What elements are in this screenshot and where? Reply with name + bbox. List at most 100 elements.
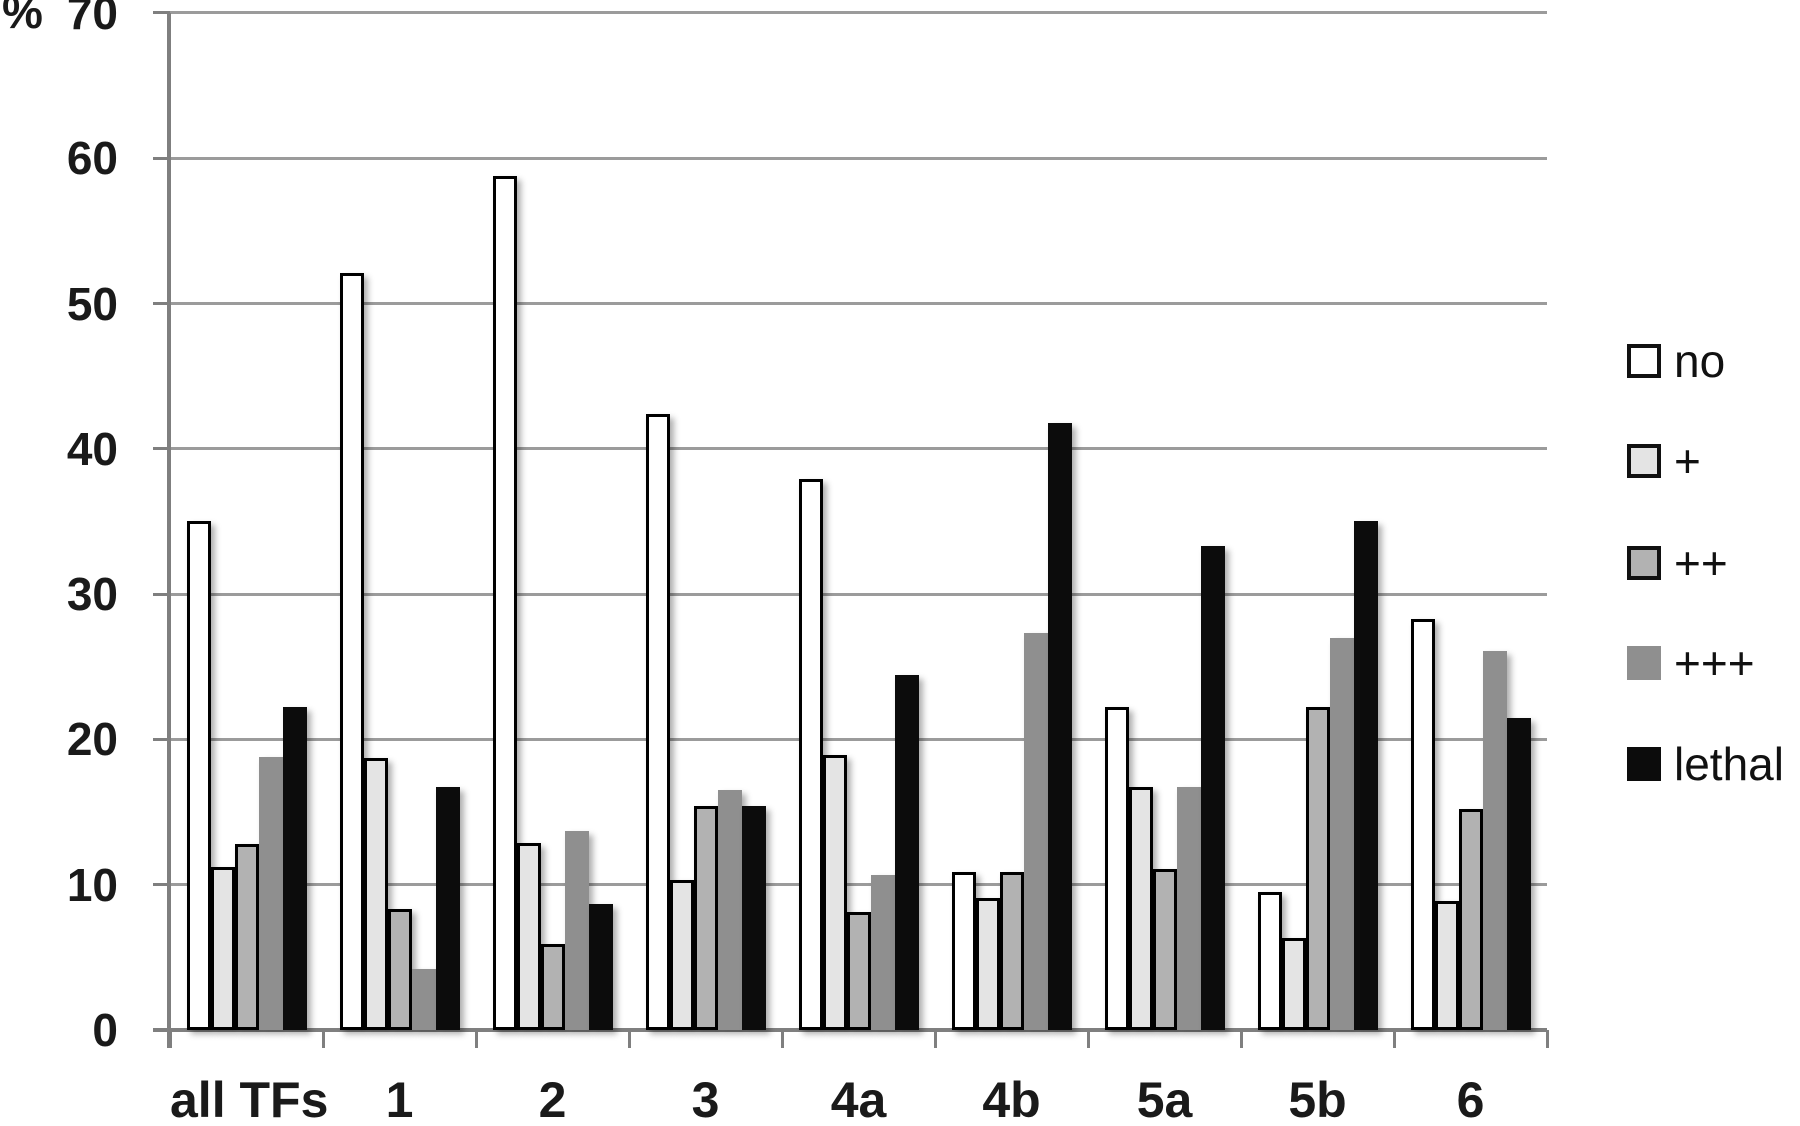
y-axis-tick [153, 156, 170, 160]
bar-no-5b [1257, 891, 1282, 1030]
bar-+-1 [363, 758, 388, 1030]
legend-label: + [1674, 435, 1701, 487]
legend-label: +++ [1674, 637, 1755, 689]
bar-+-3 [669, 880, 694, 1030]
bar-no-all TFs [186, 521, 211, 1030]
y-axis-line [167, 13, 171, 1048]
bar-+-2 [516, 842, 541, 1030]
bar-lethal-1 [435, 787, 460, 1030]
bar-++-5b [1305, 707, 1330, 1030]
gridline [170, 11, 1547, 15]
x-axis-line [153, 1028, 1547, 1032]
x-axis-label: 5a [1136, 1072, 1193, 1126]
gridline [170, 156, 1547, 160]
legend-swatch-++ [1627, 546, 1661, 580]
gridline [170, 447, 1547, 451]
legend-item-++: ++ [1627, 537, 1800, 589]
bar-lethal-5a [1200, 546, 1225, 1030]
x-axis-label: 6 [1456, 1072, 1485, 1126]
bar-++-4b [999, 871, 1024, 1030]
x-axis-label: 2 [538, 1072, 567, 1126]
gridline [170, 883, 1547, 887]
bar-lethal-2 [588, 903, 613, 1030]
x-axis-tick [1392, 1030, 1396, 1048]
bar-no-1 [339, 273, 364, 1030]
bar-no-5a [1104, 707, 1129, 1030]
bar-no-4b [951, 871, 976, 1030]
y-axis-unit-label: % [2, 0, 43, 38]
bar-no-2 [492, 175, 517, 1030]
x-axis-label: all TFs [170, 1072, 329, 1126]
legend-label: ++ [1674, 537, 1728, 589]
bar-++-5a [1152, 868, 1177, 1030]
bar-++-4a [846, 912, 871, 1030]
bar-++-1 [387, 909, 412, 1030]
x-axis-tick [780, 1030, 784, 1048]
bar-+++-5a [1176, 787, 1201, 1030]
x-axis-tick [321, 1030, 325, 1048]
legend-swatch-+++ [1627, 646, 1661, 680]
bar-no-4a [798, 479, 823, 1030]
bar-+++-4b [1023, 633, 1048, 1030]
bar-lethal-3 [741, 806, 766, 1030]
bar-+-5a [1128, 787, 1153, 1030]
bar-+++-1 [411, 968, 436, 1030]
y-axis-tick-label: 50 [66, 277, 118, 330]
bar-+-6 [1434, 900, 1459, 1030]
x-axis-label: 5b [1288, 1072, 1347, 1126]
y-axis-tick-label: 20 [66, 713, 118, 766]
legend-swatch-no [1627, 344, 1661, 378]
y-axis-tick [153, 883, 170, 887]
bar-+-5b [1281, 938, 1306, 1030]
y-axis-tick-label: 10 [66, 858, 118, 911]
bar-++-2 [540, 944, 565, 1030]
bar-no-6 [1410, 618, 1435, 1030]
bar-+++-5b [1329, 637, 1354, 1030]
bar-+++-all TFs [258, 756, 283, 1030]
bar-lethal-all TFs [282, 707, 307, 1030]
gridline [170, 302, 1547, 306]
bar-++-3 [693, 806, 718, 1030]
y-axis-tick-label: 40 [66, 422, 118, 475]
x-axis-tick [933, 1030, 937, 1048]
y-axis-tick [153, 592, 170, 596]
bar-lethal-4a [894, 675, 919, 1030]
bar-+-4a [822, 755, 847, 1030]
y-axis-tick [153, 737, 170, 741]
legend-swatch-+ [1627, 444, 1661, 478]
x-axis-label: 1 [385, 1072, 414, 1126]
x-axis-label: 4b [982, 1072, 1041, 1126]
x-axis-tick [627, 1030, 631, 1048]
x-axis-tick [1086, 1030, 1090, 1048]
bar-++-6 [1458, 809, 1483, 1030]
y-axis-tick-label: 70 [66, 0, 118, 39]
x-axis-tick [1239, 1030, 1243, 1048]
y-axis-tick-label: 0 [92, 1004, 118, 1056]
legend-item-+++: +++ [1627, 637, 1800, 689]
y-axis-tick [153, 302, 170, 306]
y-axis-tick-label: 60 [66, 132, 118, 185]
x-axis-tick [474, 1030, 478, 1048]
bar-no-3 [645, 413, 670, 1030]
bar-+-4b [975, 897, 1000, 1030]
y-axis-tick [153, 11, 170, 15]
bar-+++-3 [717, 790, 742, 1030]
legend-label: no [1674, 335, 1726, 387]
legend-item-+: + [1627, 435, 1800, 487]
legend-item-lethal: lethal [1627, 738, 1800, 790]
bar-++-all TFs [234, 844, 259, 1030]
bar-+++-6 [1482, 650, 1507, 1030]
gridline [170, 737, 1547, 741]
bar-lethal-5b [1353, 521, 1378, 1030]
legend-label: lethal [1674, 738, 1784, 790]
bar-+-all TFs [210, 867, 235, 1030]
x-axis-label: 4a [830, 1072, 887, 1126]
bar-lethal-6 [1506, 717, 1531, 1030]
bar-+++-2 [564, 830, 589, 1030]
x-axis-tick [1545, 1030, 1549, 1048]
legend-swatch-lethal [1627, 747, 1661, 781]
x-axis-label: 3 [691, 1072, 720, 1126]
y-axis-tick-label: 30 [66, 568, 118, 621]
bar-lethal-4b [1047, 422, 1072, 1030]
